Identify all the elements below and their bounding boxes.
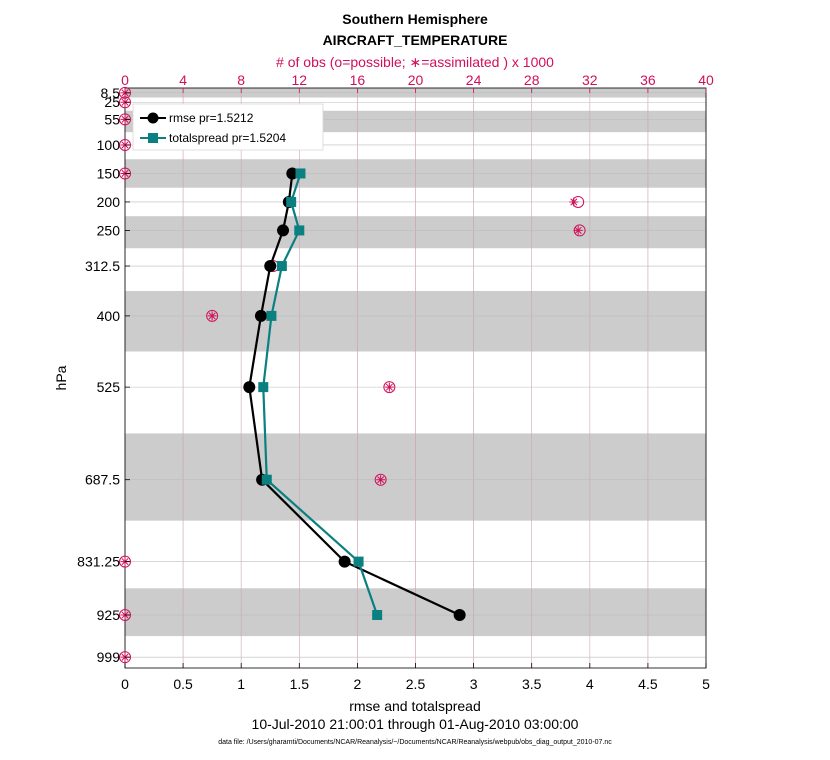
axis-ticks: 0 0.5 1 1.5 2 2.5 3 3.5 4 4.5 5 0 4 8 12 16 20 24 28 32 36 40… xyxy=(77,72,714,692)
y-tick-label: 400 xyxy=(97,308,121,324)
totalspread-point xyxy=(276,261,287,272)
y-tick-label: 312.5 xyxy=(85,258,120,274)
obs-possible-marker xyxy=(383,381,396,394)
totalspread-point xyxy=(295,168,306,179)
top-tick-label: 28 xyxy=(524,72,540,88)
x-tick-label: 3 xyxy=(470,676,478,692)
rmse-point xyxy=(254,309,267,322)
obs-assimilated-marker xyxy=(207,311,217,321)
y-tick-label: 25 xyxy=(104,94,120,110)
obs-assimilated-marker xyxy=(376,475,386,485)
obs-assimilated-marker xyxy=(384,382,394,392)
x-tick-label: 4.5 xyxy=(638,676,658,692)
totalspread-point xyxy=(286,196,297,207)
date-range: 10-Jul-2010 21:00:01 through 01-Aug-2010… xyxy=(252,716,579,732)
y-tick-label: 150 xyxy=(97,165,121,181)
obs-assimilated-marker xyxy=(573,225,583,235)
y-tick-label: 925 xyxy=(97,607,121,623)
top-tick-label: 32 xyxy=(582,72,598,88)
chart-title: Southern Hemisphere xyxy=(342,11,488,27)
y-axis-label: hPa xyxy=(53,365,69,390)
x-tick-label: 1.5 xyxy=(290,676,310,692)
rmse-point xyxy=(277,224,290,237)
rmse-point xyxy=(264,260,277,273)
obs-possible-marker xyxy=(119,138,131,151)
top-tick-label: 36 xyxy=(640,72,656,88)
y-tick-label: 8.5 xyxy=(101,85,121,101)
rmse-point xyxy=(286,167,299,180)
x-tick-label: 2 xyxy=(354,676,362,692)
y-tick-label: 525 xyxy=(97,379,121,395)
legend-spread-marker xyxy=(148,133,158,143)
obs-possible-marker xyxy=(119,555,131,568)
top-tick-label: 0 xyxy=(121,72,129,88)
x-tick-label: 2.5 xyxy=(406,676,426,692)
top-tick-label: 24 xyxy=(466,72,482,88)
y-tick-label: 831.25 xyxy=(77,554,120,570)
top-tick-label: 12 xyxy=(292,72,308,88)
y-tick-label: 100 xyxy=(97,137,121,153)
y-tick-label: 200 xyxy=(97,194,121,210)
rmse-point xyxy=(338,555,351,568)
obs-assimilated-marker xyxy=(569,197,579,207)
x-tick-label: 1 xyxy=(237,676,245,692)
x-tick-label: 3.5 xyxy=(522,676,542,692)
x-tick-label: 0.5 xyxy=(173,676,193,692)
obs-possible-marker xyxy=(119,113,131,126)
series-lines xyxy=(243,167,466,622)
totalspread-point xyxy=(294,225,305,236)
top-tick-label: 8 xyxy=(237,72,245,88)
legend-rmse-marker xyxy=(147,112,159,124)
top-tick-label: 4 xyxy=(179,72,187,88)
x-axis-label: rmse and totalspread xyxy=(349,698,481,714)
top-axis-label: # of obs (o=possible; ∗=assimilated ) x … xyxy=(276,54,554,70)
chart-subtitle: AIRCRAFT_TEMPERATURE xyxy=(323,32,508,48)
y-tick-label: 999 xyxy=(97,649,121,665)
obs-possible-marker xyxy=(119,167,131,180)
legend-box xyxy=(132,103,324,151)
obs-possible-marker xyxy=(119,609,131,622)
obs-possible-marker xyxy=(374,473,387,486)
legend: rmse pr=1.5212 totalspread pr=1.5204 xyxy=(132,103,324,151)
x-tick-label: 4 xyxy=(586,676,594,692)
obs-possible-marker xyxy=(119,651,131,664)
top-tick-label: 16 xyxy=(350,72,366,88)
y-tick-label: 250 xyxy=(97,222,121,238)
top-tick-label: 40 xyxy=(698,72,714,88)
rmse-point xyxy=(243,381,256,394)
obs-possible-marker xyxy=(206,309,219,322)
totalspread-point xyxy=(372,610,383,621)
data-file-note: data file: /Users/gharamti/Documents/NCA… xyxy=(218,739,612,746)
x-tick-label: 5 xyxy=(702,676,710,692)
totalspread-point xyxy=(353,556,364,567)
rmse-point xyxy=(453,609,466,622)
legend-spread-label: totalspread pr=1.5204 xyxy=(169,131,286,145)
obs-possible-marker xyxy=(119,96,131,109)
top-tick-label: 20 xyxy=(408,72,424,88)
y-tick-label: 55 xyxy=(104,111,120,127)
y-tick-label: 687.5 xyxy=(85,472,120,488)
totalspread-point xyxy=(261,474,272,485)
x-tick-label: 0 xyxy=(121,676,129,692)
totalspread-point xyxy=(258,382,269,393)
legend-rmse-label: rmse pr=1.5212 xyxy=(169,111,254,125)
totalspread-point xyxy=(266,310,277,321)
